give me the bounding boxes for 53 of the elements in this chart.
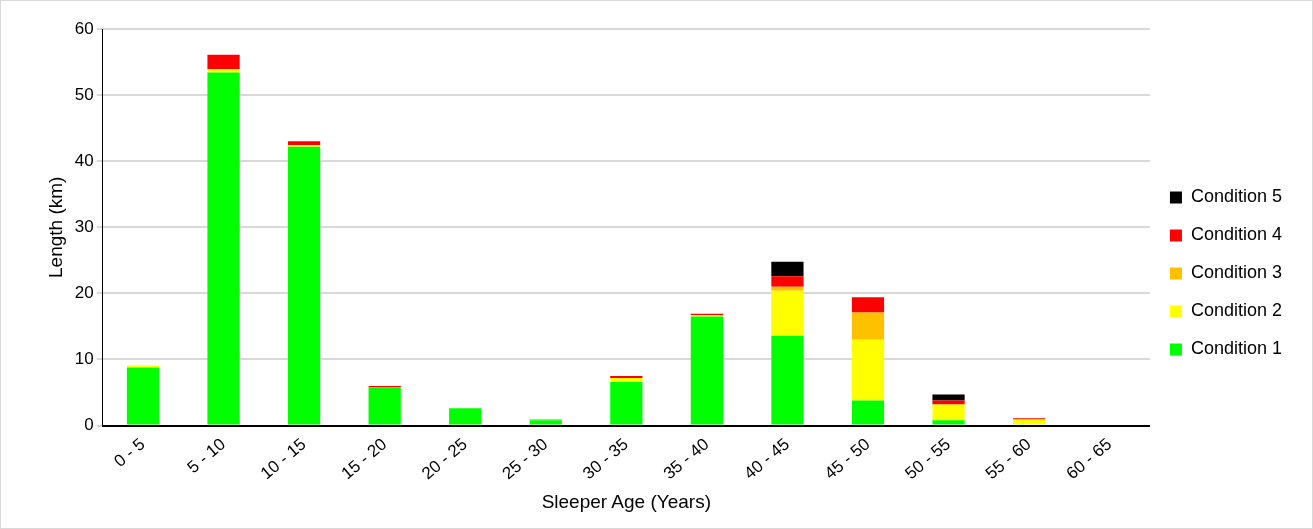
bar bbox=[287, 141, 321, 146]
bar bbox=[610, 377, 643, 382]
bar bbox=[771, 335, 804, 425]
x-tick-label: 0 - 5 bbox=[110, 434, 149, 471]
bar bbox=[368, 387, 401, 425]
x-tick-label: 50 - 55 bbox=[901, 434, 955, 484]
x-tick-label: 35 - 40 bbox=[659, 434, 713, 484]
bar bbox=[287, 146, 321, 425]
x-tick-label: 25 - 30 bbox=[498, 434, 552, 484]
bar bbox=[207, 69, 240, 73]
legend-label: Condition 1 bbox=[1190, 338, 1283, 359]
y-tick-label: 30 bbox=[74, 216, 94, 236]
x-tick-label: 40 - 45 bbox=[740, 434, 794, 484]
bar bbox=[932, 400, 965, 405]
y-tick-label: 20 bbox=[74, 283, 94, 303]
legend-label: Condition 4 bbox=[1190, 224, 1283, 245]
y-tick-label: 0 bbox=[84, 415, 94, 435]
x-tick-label: 5 - 10 bbox=[183, 434, 230, 477]
bar bbox=[690, 316, 723, 425]
y-tick-label: 10 bbox=[74, 349, 94, 369]
x-tick-label: 10 - 15 bbox=[256, 434, 310, 484]
bar bbox=[932, 404, 965, 421]
bar bbox=[449, 408, 482, 425]
y-tick-label: 60 bbox=[74, 18, 94, 38]
bar bbox=[1012, 419, 1046, 425]
bar bbox=[771, 276, 804, 287]
bar bbox=[851, 400, 885, 425]
y-tick-label: 50 bbox=[74, 84, 94, 104]
bar bbox=[529, 420, 562, 425]
x-tick-label: 45 - 50 bbox=[820, 434, 874, 484]
x-tick-label: 30 - 35 bbox=[579, 434, 632, 484]
bar bbox=[851, 297, 885, 313]
bar bbox=[610, 381, 643, 425]
x-axis-title: Sleeper Age (Years) bbox=[541, 490, 711, 512]
bar bbox=[771, 261, 804, 277]
bar bbox=[851, 312, 885, 340]
x-tick-label: 20 - 25 bbox=[418, 434, 471, 484]
legend-label: Condition 3 bbox=[1190, 262, 1283, 283]
legend-label: Condition 5 bbox=[1190, 186, 1283, 207]
bar bbox=[771, 290, 804, 336]
bar bbox=[126, 367, 160, 425]
y-axis-title: Length (km) bbox=[44, 176, 66, 278]
x-tick-label: 55 - 60 bbox=[981, 434, 1035, 484]
x-tick-label: 60 - 65 bbox=[1062, 434, 1116, 484]
bar bbox=[207, 54, 240, 70]
y-tick-label: 40 bbox=[74, 150, 94, 170]
bar bbox=[851, 339, 885, 401]
bar bbox=[207, 72, 240, 425]
bar bbox=[932, 420, 965, 425]
x-tick-label: 15 - 20 bbox=[337, 434, 391, 484]
bar bbox=[771, 286, 804, 291]
bar bbox=[932, 394, 965, 401]
legend-label: Condition 2 bbox=[1190, 300, 1283, 321]
